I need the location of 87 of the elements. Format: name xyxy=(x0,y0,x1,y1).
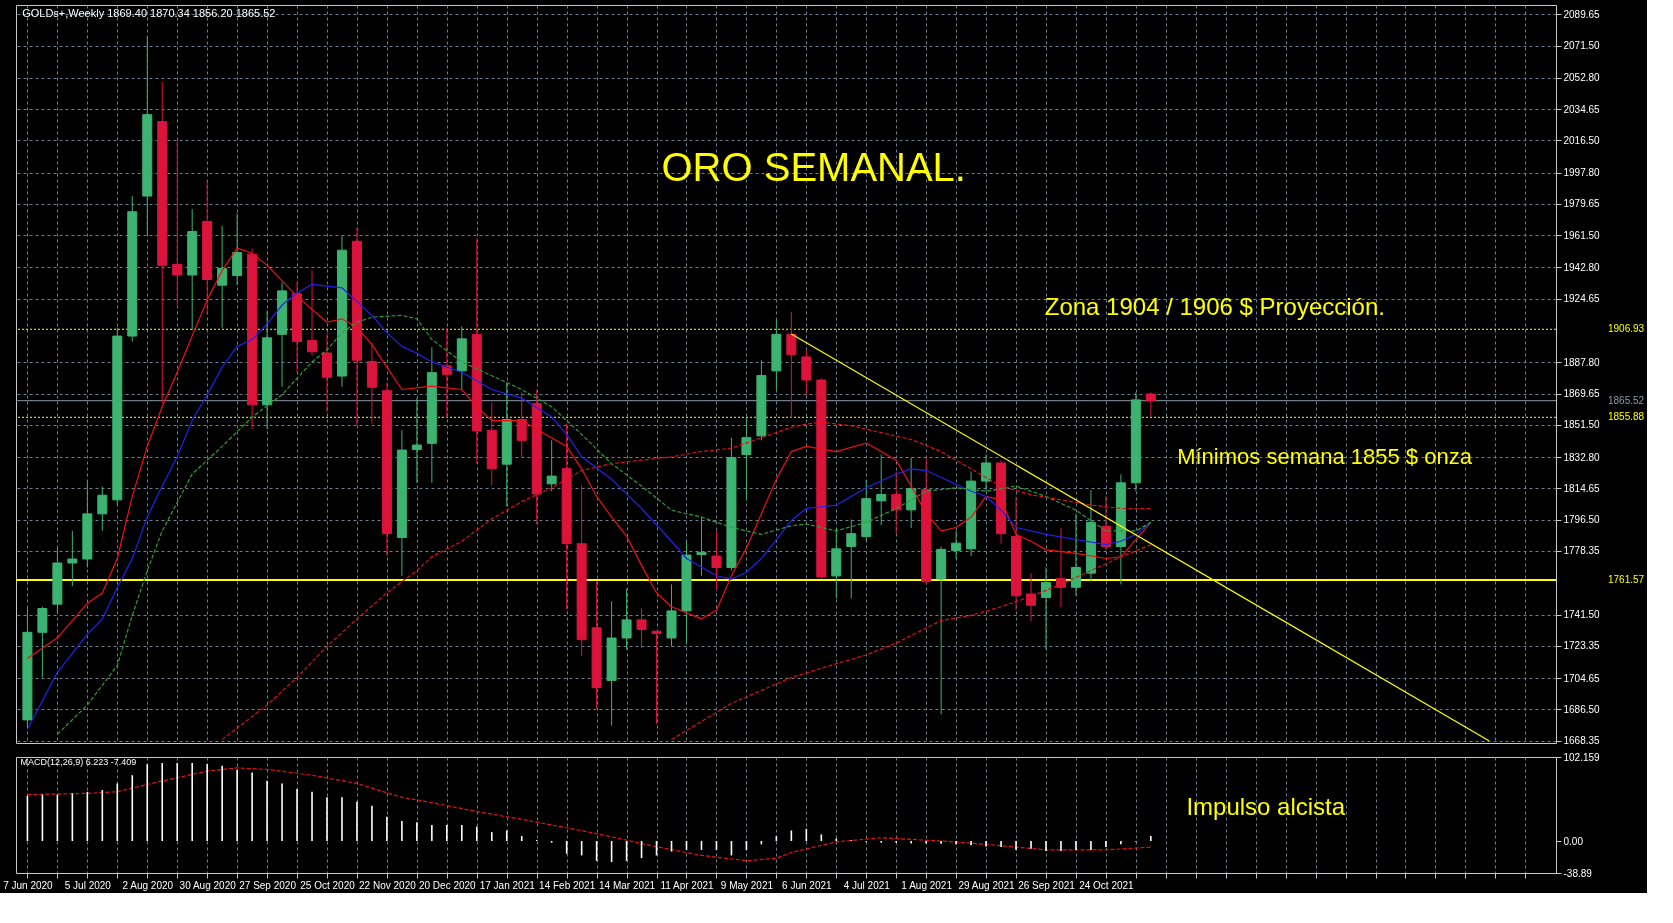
candlestick xyxy=(1070,513,1081,597)
y-tick-label: 0.00 xyxy=(1563,835,1584,847)
x-tick-label: 20 Dec 2020 xyxy=(418,879,477,891)
candlestick xyxy=(876,454,887,526)
candlestick xyxy=(846,519,857,599)
y-tick-label: 2052.80 xyxy=(1563,72,1601,84)
x-tick-label: 29 Aug 2021 xyxy=(958,879,1016,891)
candlestick xyxy=(411,397,422,484)
candlestick xyxy=(891,470,902,535)
candlestick xyxy=(441,327,452,419)
candlestick xyxy=(1145,391,1156,418)
candlestick xyxy=(951,530,962,560)
x-tick-label: 14 Mar 2021 xyxy=(599,879,656,891)
y-tick-label: 1887.80 xyxy=(1563,356,1601,368)
candlestick xyxy=(516,391,527,458)
ref-line-label: 1865.52 xyxy=(1608,394,1645,406)
candlestick xyxy=(1055,527,1066,608)
y-tick-label: 1851.50 xyxy=(1563,419,1601,431)
candlestick xyxy=(1040,566,1051,650)
x-tick-label: 4 Jul 2021 xyxy=(843,879,891,891)
x-tick-label: 6 Jun 2021 xyxy=(782,879,832,891)
x-tick-label: 9 May 2021 xyxy=(720,879,774,891)
text: ORO SEMANAL. xyxy=(661,144,966,189)
candlestick xyxy=(621,588,632,650)
y-tick-label: 1723.35 xyxy=(1563,640,1601,652)
candlestick xyxy=(546,439,557,492)
candlestick xyxy=(696,516,707,577)
candlestick xyxy=(711,530,722,591)
ref-line-label: 1761.57 xyxy=(1608,573,1645,585)
y-tick-label: 1832.80 xyxy=(1563,451,1601,463)
candlestick xyxy=(172,139,183,306)
annotation: Mínimos semana 1855 $ onza xyxy=(1177,443,1473,469)
candlestick xyxy=(97,486,108,532)
candlestick xyxy=(67,530,78,587)
annotation: GOLDs+,Weekly 1869.40 1870.34 1856.20 1865.52 xyxy=(22,6,276,19)
x-tick-label: 7 Jun 2020 xyxy=(3,879,54,891)
x-tick-label: 27 Sep 2020 xyxy=(239,879,297,891)
annotation: Zona 1904 / 1906 $ Proyección. xyxy=(1044,292,1385,320)
y-tick-label: 1942.80 xyxy=(1563,261,1601,273)
candlestick xyxy=(906,456,917,529)
candlestick xyxy=(217,225,228,329)
x-tick-label: 26 Sep 2021 xyxy=(1018,879,1076,891)
y-tick-label: 102.159 xyxy=(1563,751,1601,763)
ref-line-label: 1855.88 xyxy=(1608,411,1645,423)
line-series xyxy=(221,421,1152,741)
y-tick-label: 2034.65 xyxy=(1563,103,1601,115)
y-tick-label: 1814.65 xyxy=(1563,482,1601,494)
y-tick-label: 1796.50 xyxy=(1563,514,1601,526)
candlestick xyxy=(786,311,797,419)
y-tick-label: 1668.35 xyxy=(1563,735,1601,747)
x-tick-label: 25 Oct 2020 xyxy=(300,879,356,891)
annotation: MACD(12,26,9) 6.223 -7.409 xyxy=(20,757,137,768)
y-tick-label: 2089.65 xyxy=(1563,8,1601,20)
y-tick-label: -38.89 xyxy=(1563,867,1593,879)
y-tick-label: 1979.65 xyxy=(1563,198,1601,210)
y-tick-label: 1924.65 xyxy=(1563,293,1601,305)
x-tick-label: 14 Feb 2021 xyxy=(539,879,596,891)
y-tick-label: 1741.50 xyxy=(1563,609,1601,621)
x-tick-label: 30 Aug 2020 xyxy=(179,879,237,891)
candlestick xyxy=(741,417,752,501)
x-tick-label: 22 Nov 2020 xyxy=(359,879,417,891)
annotation: Impulso alcista xyxy=(1186,793,1346,821)
candlestick xyxy=(636,607,647,649)
candlestick xyxy=(801,349,812,396)
x-tick-label: 17 Jan 2021 xyxy=(479,879,536,891)
y-tick-label: 1704.65 xyxy=(1563,672,1601,684)
line-series xyxy=(26,767,1152,862)
line-series xyxy=(670,544,1152,741)
candlestick xyxy=(1026,572,1037,622)
y-tick-label: 2071.50 xyxy=(1563,40,1601,52)
x-tick-label: 2 Aug 2020 xyxy=(122,879,174,891)
x-tick-label: 1 Aug 2021 xyxy=(901,879,953,891)
ref-line-label: 1906.93 xyxy=(1608,323,1645,335)
x-tick-label: 24 Oct 2021 xyxy=(1079,879,1135,891)
y-tick-label: 2016.50 xyxy=(1563,134,1601,146)
y-tick-label: 1869.65 xyxy=(1563,388,1601,400)
candlestick xyxy=(232,212,243,286)
candlestick xyxy=(37,606,48,678)
y-tick-label: 1686.50 xyxy=(1563,703,1601,715)
candlestick xyxy=(307,269,318,357)
x-tick-label: 5 Jul 2020 xyxy=(64,879,112,891)
candlestick xyxy=(981,454,992,492)
candlestick xyxy=(651,630,662,725)
y-tick-label: 1997.80 xyxy=(1563,167,1601,179)
y-tick-label: 1961.50 xyxy=(1563,229,1601,241)
x-tick-label: 11 Apr 2021 xyxy=(660,879,715,891)
y-tick-label: 1778.35 xyxy=(1563,545,1601,557)
